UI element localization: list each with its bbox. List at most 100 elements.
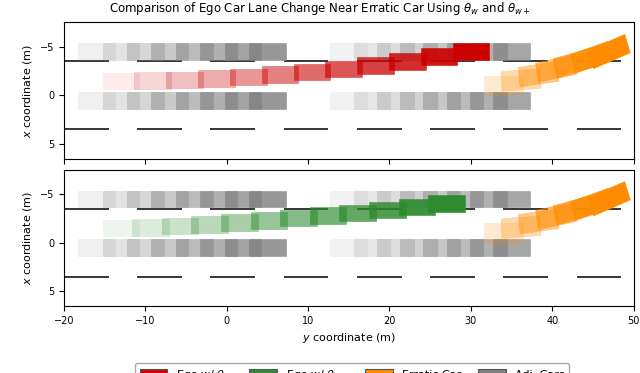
Bar [78,239,115,256]
Bar [588,34,630,69]
Bar [162,218,198,234]
Bar [470,239,507,256]
Bar [127,92,164,109]
Bar [221,214,258,231]
Bar [447,239,483,256]
Bar [310,207,346,224]
Bar [428,195,465,212]
Bar [424,43,460,60]
Bar [553,48,595,78]
Bar [166,72,203,88]
Bar [570,41,612,73]
Bar [518,209,559,234]
Bar [536,202,577,229]
Bar [152,92,188,109]
Bar [198,70,235,87]
Bar [330,92,367,109]
Bar [570,188,612,220]
Bar [389,53,426,69]
Bar [230,69,266,85]
Bar [447,43,483,60]
Bar [78,43,115,60]
Bar [330,191,367,207]
Bar [369,202,406,218]
Bar [102,239,140,256]
Bar [493,43,530,60]
Bar [176,92,212,109]
Bar [377,191,413,207]
Bar [132,219,169,236]
Bar [102,43,140,60]
Bar [447,191,483,207]
Bar [102,72,140,89]
Bar [400,92,437,109]
Bar [225,239,261,256]
Bar [249,92,285,109]
Bar [536,55,577,82]
Bar [225,43,261,60]
Bar [127,191,164,207]
Bar [354,43,390,60]
Bar [200,92,237,109]
Bar [102,220,140,236]
Bar [484,76,523,95]
Bar [127,239,164,256]
Bar [470,92,507,109]
Bar [200,43,237,60]
Bar [357,57,394,73]
Bar [102,92,140,109]
Bar [501,216,541,238]
Text: Comparison of Ego Car Lane Change Near Erratic Car Using $\theta_w$ and $\theta_: Comparison of Ego Car Lane Change Near E… [109,0,531,17]
Bar [399,198,435,215]
Bar [470,43,507,60]
Bar [588,182,630,216]
Bar [294,64,330,80]
Bar [420,48,458,65]
Bar [262,66,298,83]
Y-axis label: $x$ coordinate (m): $x$ coordinate (m) [21,44,35,138]
Bar [400,191,437,207]
Legend: Ego w/ $\theta_w$, Ego w/ $\theta_{w+}$, Erratic Car, Adj. Cars: Ego w/ $\theta_w$, Ego w/ $\theta_{w+}$,… [135,363,569,373]
Bar [518,62,559,87]
Bar [152,191,188,207]
Bar [354,191,390,207]
Bar [249,43,285,60]
Bar [400,43,437,60]
Bar [424,239,460,256]
Bar [339,205,376,221]
Bar [176,191,212,207]
Bar [102,191,140,207]
Bar [280,210,317,226]
Bar [493,92,530,109]
Bar [152,43,188,60]
Bar [424,92,460,109]
Bar [251,212,287,229]
Bar [354,92,390,109]
Bar [493,239,530,256]
Bar [377,92,413,109]
Bar [354,239,390,256]
Bar [200,191,237,207]
Bar [553,195,595,225]
Bar [249,239,285,256]
Bar [377,239,413,256]
Bar [470,191,507,207]
Bar [501,69,541,91]
Bar [176,239,212,256]
Bar [176,43,212,60]
Bar [191,216,228,233]
Bar [78,92,115,109]
Bar [452,43,489,60]
Bar [424,191,460,207]
Bar [330,43,367,60]
Bar [493,191,530,207]
Y-axis label: $x$ coordinate (m): $x$ coordinate (m) [21,191,35,285]
Bar [134,72,171,89]
Bar [225,191,261,207]
X-axis label: $y$ coordinate (m): $y$ coordinate (m) [301,331,396,345]
Bar [447,92,483,109]
Bar [325,61,362,77]
Bar [377,43,413,60]
Bar [330,239,367,256]
Bar [152,239,188,256]
